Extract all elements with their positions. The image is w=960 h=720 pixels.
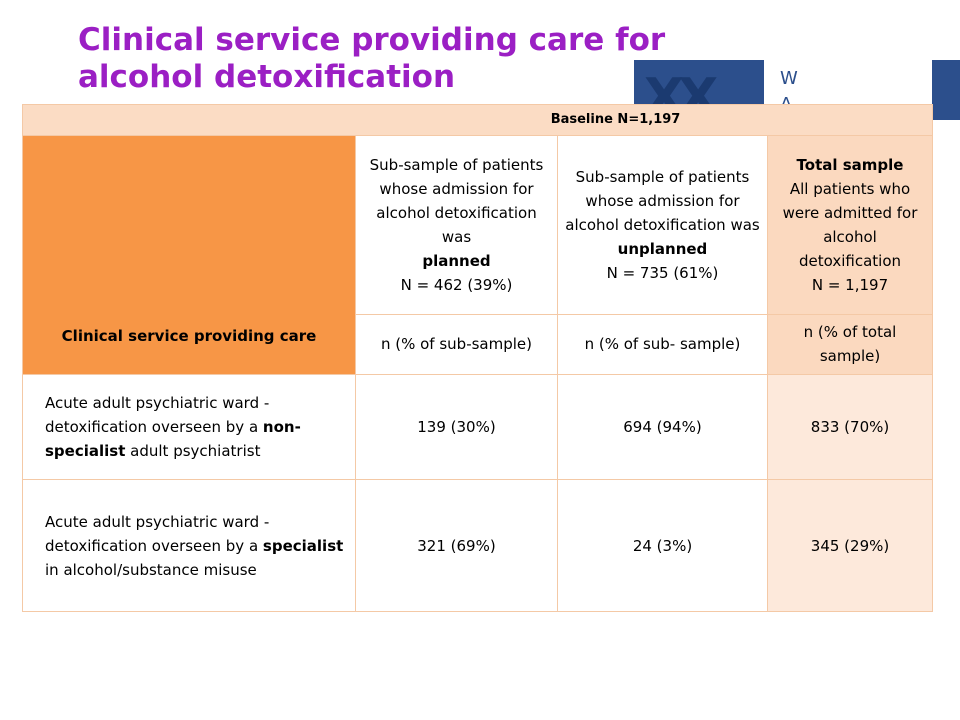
row-label: Acute adult psychiatric ward - detoxific… [22,374,356,481]
row-header-cell: Clinical service providing care [22,135,356,376]
cell-unplanned: 24 (3%) [557,479,768,612]
unplanned-n: N = 735 (61%) [606,263,719,282]
row-label-text: in alcohol/substance misuse [45,560,257,579]
unplanned-desc: Sub-sample of patients whose admission f… [565,167,760,234]
unplanned-emphasis: unplanned [617,239,708,258]
total-title: Total sample [796,155,904,174]
cell-unplanned: 694 (94%) [557,374,768,481]
cell-total: 345 (29%) [766,479,934,612]
row-label-text: adult psychiatrist [130,442,261,461]
planned-desc: Sub-sample of patients whose admission f… [369,155,544,246]
unit-total: n (% of total sample) [766,313,934,376]
col-header-total: Total sample All patients who were admit… [766,135,934,315]
cell-planned: 139 (30%) [355,374,558,481]
unit-planned: n (% of sub-sample) [355,313,558,376]
unit-row: n (% of sub-sample) n (% of sub- sample)… [23,313,934,376]
total-desc: All patients who were admitted for alcoh… [782,179,918,270]
unit-unplanned: n (% of sub- sample) [557,313,768,376]
row-label-emphasis: non-specialist [45,418,301,461]
slide-title-line-2: alcohol detoxification [78,59,456,95]
detox-care-table: Baseline N=1,197 Clinical service provid… [21,103,934,612]
column-header-row: Clinical service providing care Sub-samp… [22,135,934,376]
row-label-text: Acute adult psychiatric ward - detoxific… [45,394,270,437]
col-header-planned: Sub-sample of patients whose admission f… [355,135,558,315]
row-label-emphasis: specialist [262,536,344,555]
slide-title-line-1: Clinical service providing care for [78,22,666,58]
col-header-unplanned: Sub-sample of patients whose admission f… [557,135,768,315]
table-band-row: Baseline N=1,197 [21,103,934,137]
planned-n: N = 462 (39%) [400,275,513,294]
cell-total: 833 (70%) [766,374,934,481]
total-n: N = 1,197 [811,275,889,294]
table-row: Acute adult psychiatric ward - detoxific… [22,479,934,612]
row-label: Acute adult psychiatric ward - detoxific… [22,479,356,612]
slide-title: Clinical service providing care for alco… [78,22,718,96]
baseline-band: Baseline N=1,197 [21,103,934,137]
side-accent-bar [932,60,960,120]
planned-emphasis: planned [422,251,491,270]
cell-planned: 321 (69%) [355,479,558,612]
logo-text-line-1: W [780,68,798,89]
row-label-text: Acute adult psychiatric ward - detoxific… [45,512,270,555]
table-row: Acute adult psychiatric ward - detoxific… [22,374,934,481]
